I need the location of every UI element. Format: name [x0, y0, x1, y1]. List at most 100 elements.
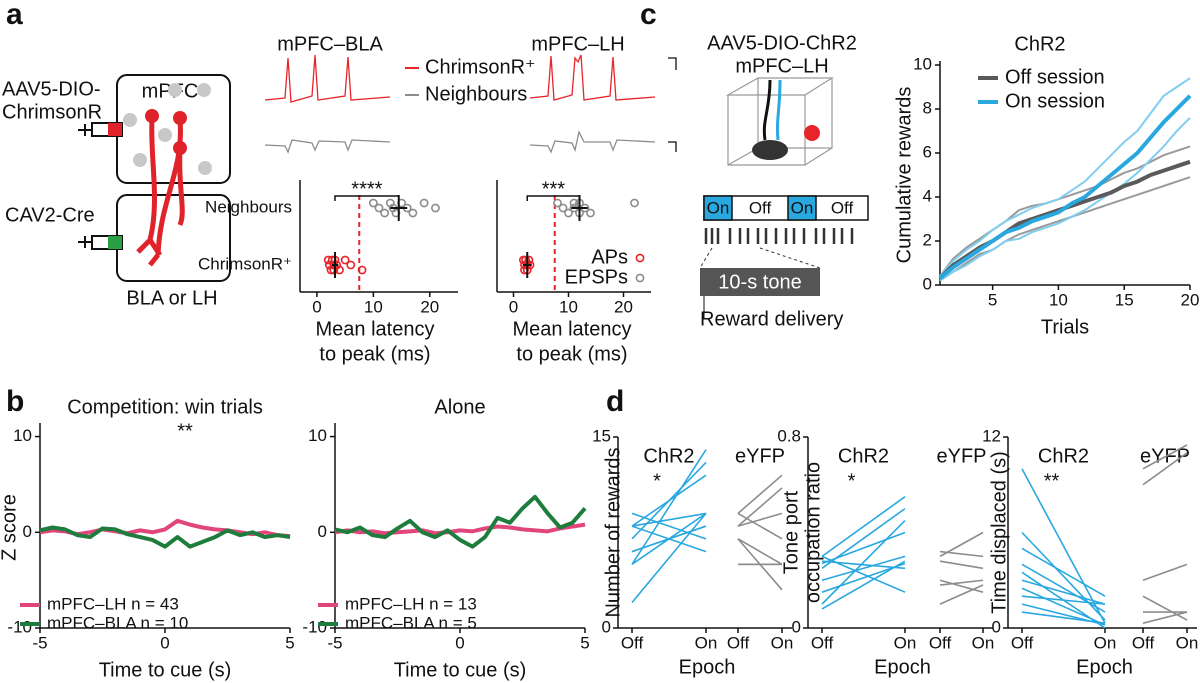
group-label: eYFP	[936, 445, 986, 467]
series-line	[938, 94, 1192, 280]
x-tick-label: Off	[1132, 633, 1155, 652]
x-axis-label: Epoch	[1076, 656, 1133, 678]
paired-line	[821, 555, 906, 582]
x-tick-label: Off	[621, 633, 644, 652]
paired-line	[631, 525, 707, 553]
paired-line	[939, 579, 984, 586]
paired-line	[821, 562, 906, 593]
y-tick-label: 0	[992, 617, 1001, 636]
example-traces	[264, 54, 677, 154]
category-label: Neighbours	[205, 197, 292, 216]
annotation: *	[848, 470, 856, 492]
paired-line	[737, 512, 783, 540]
annotation: ****	[351, 178, 382, 200]
data-point	[586, 208, 595, 218]
panel-label: d	[606, 385, 624, 418]
x-axis-label: to peak (ms)	[516, 343, 627, 365]
diagram-a: AAV5-DIO- ChrimsonR mPFC CAV2-Cre BLA or…	[2, 74, 231, 309]
y-tick-label: 8	[923, 98, 932, 117]
y-axis-label: Tone port	[780, 490, 802, 574]
vector-label: AAV5-DIO-	[2, 78, 101, 100]
x-tick-label: 0	[455, 633, 464, 652]
y-axis-label: occupation ratio	[802, 462, 824, 603]
data-point	[368, 198, 378, 208]
chart-title: ChR2	[1014, 33, 1065, 55]
vector-label: ChrimsonR	[2, 101, 102, 123]
paired-line	[939, 584, 984, 605]
x-tick-label: 20	[614, 297, 633, 316]
diagram-title: AAV5-DIO-ChR2	[707, 32, 857, 54]
data-point	[521, 255, 530, 265]
y-tick-label: 12	[982, 426, 1001, 445]
x-tick-label: On	[972, 633, 995, 652]
on-epoch	[703, 195, 733, 221]
x-tick-label: On	[771, 633, 794, 652]
x-tick-label: 5	[988, 290, 997, 309]
speaker	[804, 125, 820, 141]
diagram-c: AAV5-DIO-ChR2 mPFC–LH On Off On Off 10-s…	[699, 32, 869, 330]
epoch-label: Off	[831, 198, 854, 217]
paired-line	[1021, 531, 1106, 621]
diagram-title: mPFC–LH	[735, 55, 828, 77]
y-tick-label: 0	[792, 617, 801, 636]
series-line	[334, 494, 587, 549]
x-axis-label: Epoch	[679, 656, 736, 678]
x-tick-label: On	[894, 633, 917, 652]
zoom-lines	[699, 247, 821, 269]
y-tick-label: 2	[923, 230, 932, 249]
x-tick-label: 5	[285, 633, 294, 652]
band-line	[939, 77, 1191, 277]
y-tick-label: 0.8	[777, 426, 801, 445]
y-tick-label: 10	[913, 54, 932, 73]
paired-line	[737, 512, 783, 527]
tone-label: 10-s tone	[718, 271, 801, 293]
paired-line	[1142, 452, 1188, 486]
paired-line	[1021, 579, 1106, 605]
legend-swatch	[635, 273, 645, 283]
data-point	[419, 198, 429, 208]
data-point	[340, 255, 350, 265]
x-axis-label: Mean latency	[513, 318, 632, 340]
data-point	[357, 265, 367, 275]
x-tick-label: 10	[1049, 290, 1068, 309]
syringe	[78, 235, 123, 250]
cable	[775, 79, 782, 141]
y-tick-label: -10	[7, 617, 32, 636]
band-line	[939, 117, 1191, 282]
paired-line	[939, 579, 984, 593]
x-axis-label: Epoch	[874, 656, 931, 678]
paired-line	[1021, 595, 1106, 605]
data-point	[558, 203, 568, 213]
mouse	[752, 140, 788, 160]
on-epoch	[787, 195, 817, 221]
paired-line	[1021, 547, 1106, 597]
legend-label: mPFC–LH n = 13	[345, 594, 477, 613]
y-axis-label: Z score	[0, 494, 20, 561]
panel-label: a	[6, 0, 23, 31]
y-tick-label: 15	[592, 426, 611, 445]
panel-label: b	[6, 385, 24, 418]
annotation: **	[177, 420, 193, 442]
data-point	[553, 198, 562, 208]
group-label: eYFP	[735, 445, 785, 467]
x-tick-label: 10	[364, 297, 383, 316]
paired-line	[737, 474, 783, 515]
group-label: ChR2	[1038, 445, 1089, 467]
legend-label: APs	[591, 246, 628, 268]
legend-label: Neighbours	[425, 83, 527, 105]
cell-bodies	[145, 109, 187, 155]
legend-label: mPFC–BLA n = 5	[345, 613, 477, 632]
x-axis-label: to peak (ms)	[319, 343, 430, 365]
paired-line	[821, 519, 906, 605]
chart-title: Competition: win trials	[67, 396, 263, 418]
y-tick-label: 6	[923, 142, 932, 161]
annotation: **	[1044, 470, 1060, 492]
neighbour-cells	[123, 83, 212, 175]
chart-title: mPFC–LH	[531, 33, 624, 55]
cable	[762, 79, 772, 141]
paired-line	[821, 496, 906, 558]
y-tick-label: 0	[318, 522, 327, 541]
data-point	[630, 198, 639, 208]
legend-label: EPSPs	[565, 266, 628, 288]
